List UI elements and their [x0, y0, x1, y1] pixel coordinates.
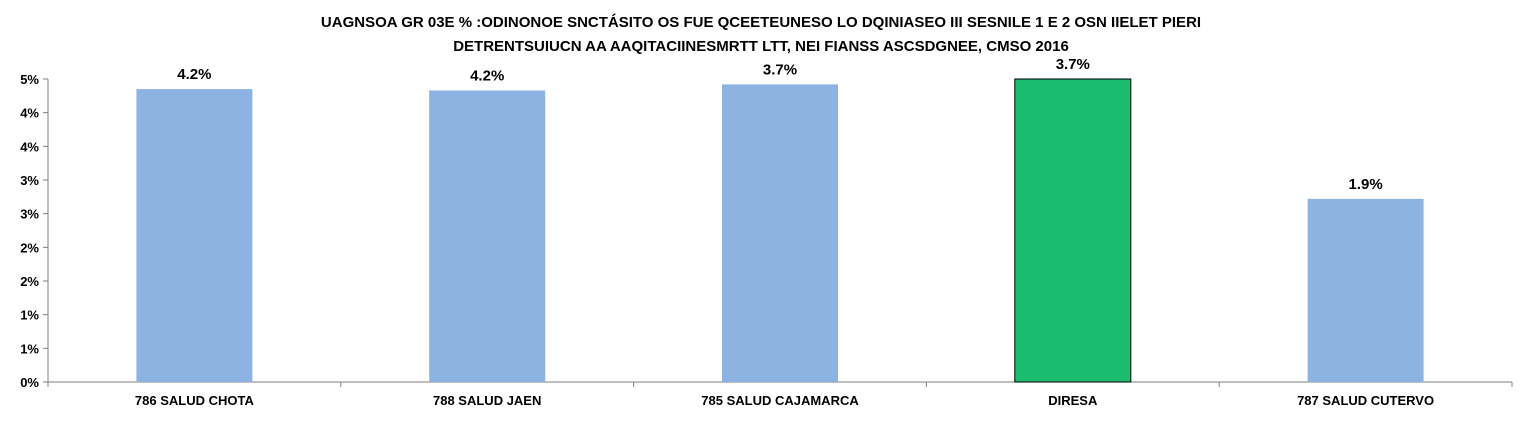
bar — [429, 90, 546, 383]
y-tick-label: 0% — [20, 375, 39, 390]
y-tick-label: 4% — [20, 106, 39, 121]
y-tick-label: 5% — [20, 72, 39, 87]
y-tick-label: 1% — [20, 308, 39, 323]
bar-data-label: 4.2% — [177, 66, 211, 83]
bar — [1307, 198, 1424, 382]
x-category-label: DIRESA — [1048, 393, 1098, 408]
chart-title-line-1: UAGNSOA GR 03E % :ODINONOE SNCTÁSITO OS … — [321, 14, 1201, 31]
x-category-label: 785 SALUD CAJAMARCA — [701, 393, 859, 408]
x-category-label: 788 SALUD JAEN — [433, 393, 541, 408]
bar — [136, 89, 253, 382]
bar — [722, 84, 838, 383]
bar-data-label: 1.9% — [1348, 176, 1382, 193]
bar-highlighted — [1014, 78, 1132, 383]
y-tick-label: 1% — [20, 341, 39, 356]
chart-axes: 0% 1% 1% 2% 2% 3% 3% 4% 4% 5% 786 SALUD CHOTA 788 S… — [20, 72, 1513, 408]
x-category-label: 786 SALUD CHOTA — [135, 393, 255, 408]
y-tick-label: 2% — [20, 274, 39, 289]
chart-title-line-2: DETRENTSUIUCN AA AAQITACIINESMRTT LTT, N… — [453, 38, 1069, 55]
bar-data-label: 3.7% — [1056, 56, 1090, 73]
y-tick-label: 3% — [20, 207, 39, 222]
y-tick-label: 2% — [20, 240, 39, 255]
x-category-label: 787 SALUD CUTERVO — [1297, 393, 1434, 408]
bar-data-label: 4.2% — [470, 67, 504, 84]
y-tick-label: 3% — [20, 173, 39, 188]
chart-bars: 4.2% 4.2% 3.7% 3.7% 1.9% — [136, 56, 1424, 383]
y-tick-label: 4% — [20, 139, 39, 154]
bar-data-label: 3.7% — [763, 61, 797, 78]
